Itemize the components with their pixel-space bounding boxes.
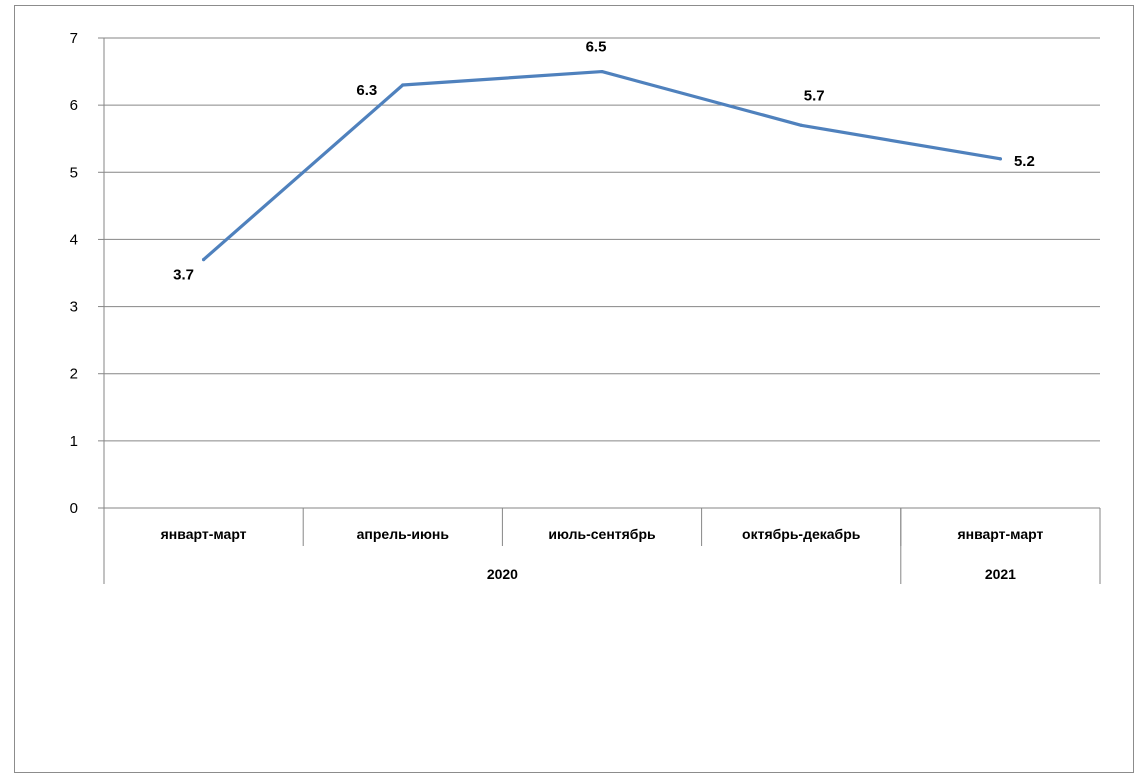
y-tick-label: 5 <box>70 164 78 181</box>
x-category-label: октябрь-декабрь <box>742 526 861 542</box>
x-category-label: январт-март <box>161 526 247 542</box>
data-label: 6.5 <box>586 39 607 56</box>
data-point <box>799 123 803 127</box>
series-line <box>202 69 1003 262</box>
gridlines <box>104 37 1100 442</box>
data-label: 5.7 <box>804 87 825 104</box>
y-axis-ticks: 0 1 2 3 4 5 6 7 <box>70 30 78 517</box>
x-group-label: 2021 <box>985 566 1016 582</box>
y-tick-label: 2 <box>70 366 78 383</box>
data-point <box>202 257 206 262</box>
x-group-label: 2020 <box>487 566 518 582</box>
data-point <box>401 83 405 87</box>
x-category-label: январт-март <box>957 526 1043 542</box>
axes <box>98 37 1101 584</box>
data-label: 5.2 <box>1014 153 1035 170</box>
data-point <box>998 157 1003 161</box>
series <box>202 69 1003 262</box>
y-tick-label: 1 <box>70 433 78 450</box>
x-axis-groups: 2020 2021 <box>487 566 1016 582</box>
x-category-label: июль-сентябрь <box>548 526 656 542</box>
y-tick-label: 3 <box>70 299 78 316</box>
chart-frame <box>14 5 1134 773</box>
data-label: 6.3 <box>356 82 377 99</box>
x-category-label: апрель-июнь <box>357 526 450 542</box>
y-tick-label: 6 <box>70 97 78 114</box>
y-tick-label: 7 <box>70 30 78 47</box>
y-tick-label: 4 <box>70 231 78 248</box>
data-point <box>600 69 604 74</box>
data-label: 3.7 <box>173 267 194 284</box>
x-axis-categories: январт-март апрель-июнь июль-сентябрь октяб… <box>161 526 1044 542</box>
data-labels: 3.7 6.3 6.5 5.7 5.2 <box>173 39 1035 284</box>
y-tick-label: 0 <box>70 500 78 517</box>
